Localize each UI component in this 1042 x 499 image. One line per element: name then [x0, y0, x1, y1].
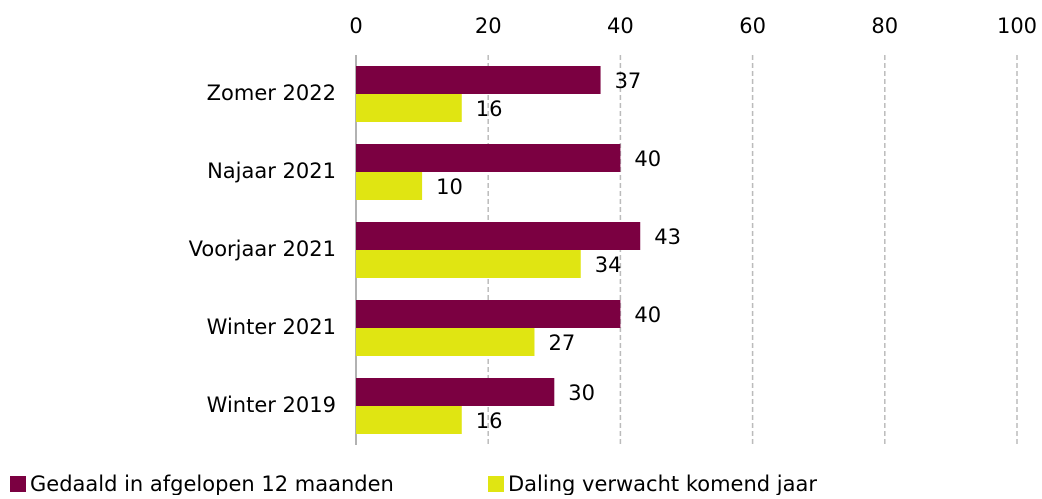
data-label: 10	[436, 175, 463, 199]
legend-swatch	[488, 476, 504, 492]
bar	[356, 66, 601, 94]
y-tick-label: Winter 2021	[207, 315, 336, 339]
data-label: 16	[476, 409, 503, 433]
y-tick-label: Voorjaar 2021	[189, 237, 336, 261]
bar	[356, 300, 621, 328]
x-tick-label: 60	[739, 14, 766, 38]
data-label: 27	[548, 331, 575, 355]
y-tick-label: Najaar 2021	[207, 159, 336, 183]
bar	[356, 222, 641, 250]
legend-swatch	[10, 476, 26, 492]
bar	[356, 172, 423, 200]
data-label: 30	[568, 381, 595, 405]
x-tick-label: 100	[997, 14, 1037, 38]
x-tick-label: 40	[607, 14, 634, 38]
data-label: 43	[654, 225, 681, 249]
y-tick-label: Zomer 2022	[207, 81, 336, 105]
x-tick-label: 20	[475, 14, 502, 38]
bar	[356, 328, 535, 356]
x-tick-label: 0	[349, 14, 362, 38]
legend-label: Daling verwacht komend jaar	[508, 472, 817, 495]
data-label: 34	[595, 253, 622, 277]
data-label: 16	[476, 97, 503, 121]
y-tick-label: Winter 2019	[207, 393, 336, 417]
legend-label: Gedaald in afgelopen 12 maanden	[30, 472, 394, 495]
bar	[356, 250, 581, 278]
bar	[356, 406, 462, 434]
data-label: 40	[634, 303, 661, 327]
data-label: 40	[634, 147, 661, 171]
data-label: 37	[615, 69, 642, 93]
x-tick-label: 80	[871, 14, 898, 38]
bar	[356, 94, 462, 122]
bar	[356, 378, 555, 406]
bar	[356, 144, 621, 172]
